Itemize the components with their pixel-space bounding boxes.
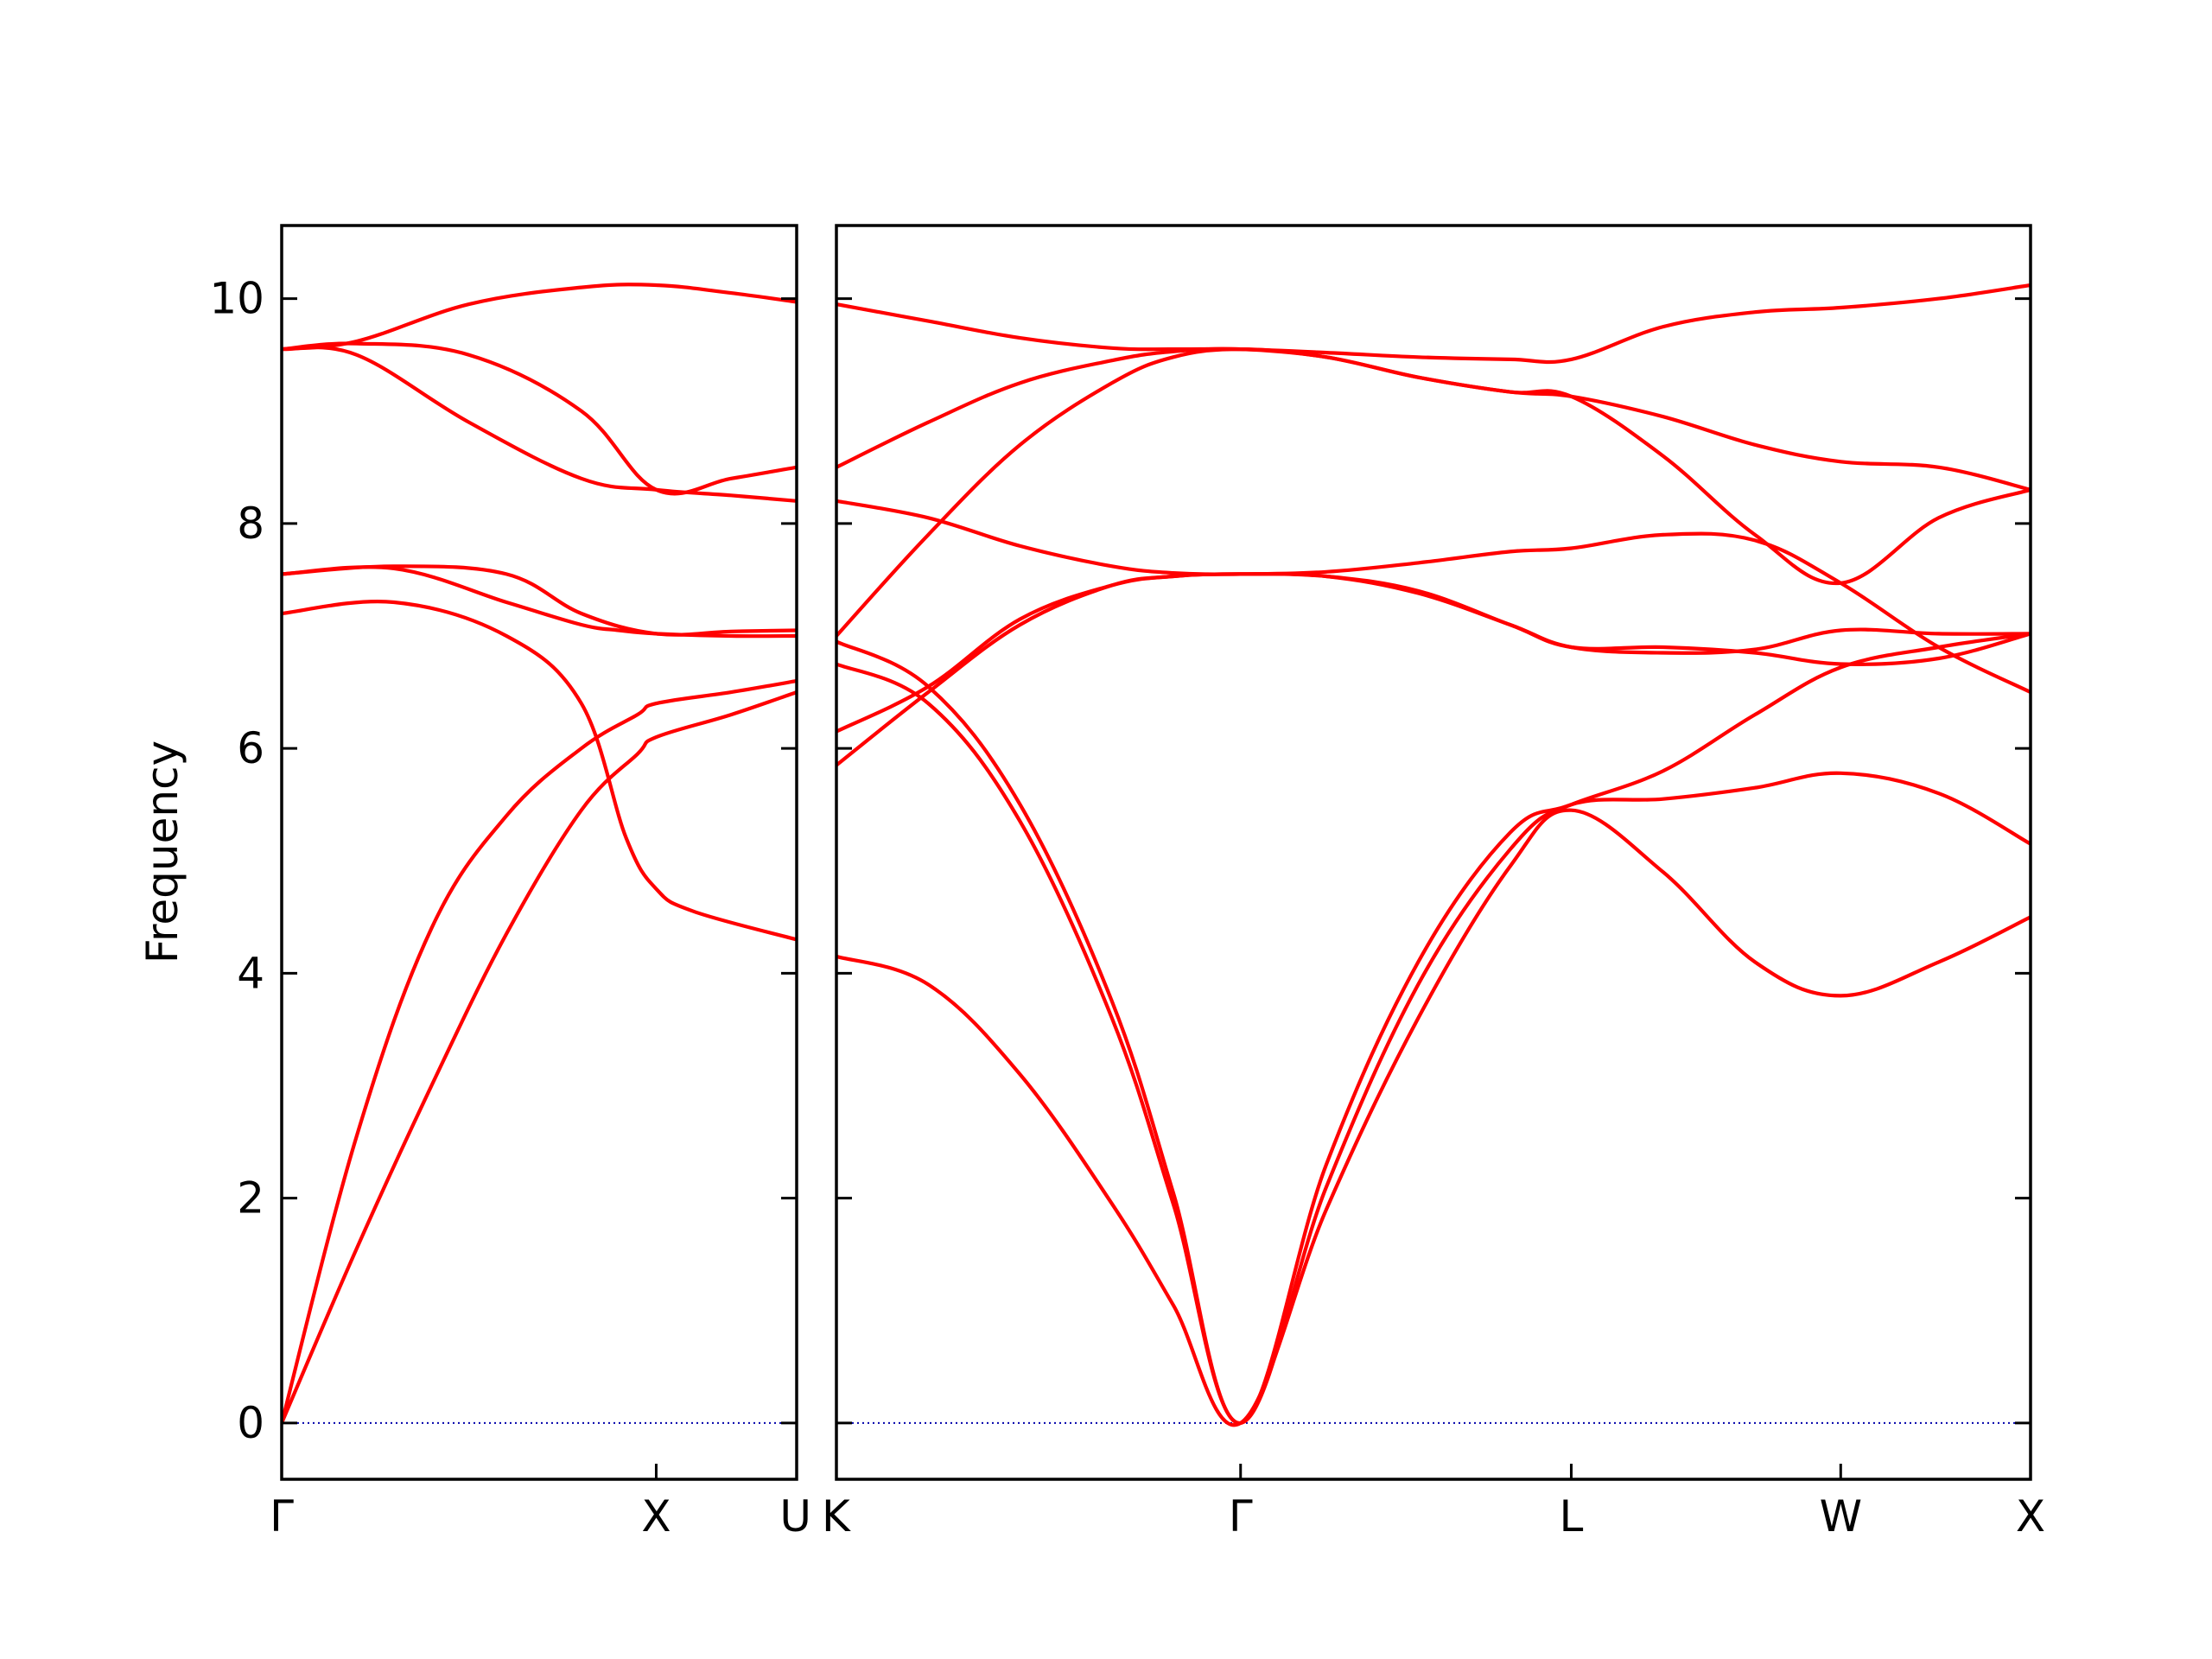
x-tick-label: X bbox=[2016, 1491, 2045, 1541]
band-2-3 bbox=[836, 632, 2031, 1425]
x-tick-label: L bbox=[1560, 1491, 1584, 1541]
band-1-7 bbox=[282, 283, 797, 352]
panel-frame bbox=[835, 224, 2032, 1481]
panel-1: 0 2 4 6 8 10 Γ X U bbox=[209, 224, 811, 1541]
band-1-8 bbox=[282, 341, 797, 496]
band-1-4 bbox=[282, 565, 797, 639]
band-1-6 bbox=[282, 346, 797, 503]
x-tick-label: K bbox=[822, 1491, 851, 1541]
x-tick-label: U bbox=[779, 1491, 811, 1541]
band-1-2 bbox=[282, 678, 797, 1425]
band-2-7 bbox=[836, 347, 2031, 639]
band-2-2 bbox=[836, 662, 2031, 1425]
band-2-4 bbox=[836, 572, 2031, 767]
y-tick-label: 6 bbox=[237, 723, 264, 773]
y-tick-label: 10 bbox=[209, 274, 264, 324]
y-axis-label: Frequency bbox=[137, 741, 188, 963]
y-tick-label: 8 bbox=[237, 499, 264, 549]
band-1-1 bbox=[282, 690, 797, 1425]
band-2-5 bbox=[836, 572, 2031, 734]
y-tick-label: 0 bbox=[237, 1398, 264, 1448]
band-2-1 bbox=[836, 808, 2031, 1427]
x-tick-label: Γ bbox=[1229, 1491, 1253, 1541]
plot-layer: 0 2 4 6 8 10 Γ X U K Γ L W X bbox=[209, 224, 2045, 1541]
panel-frame bbox=[280, 224, 798, 1481]
y-tick-label: 4 bbox=[237, 948, 264, 998]
band-1-3 bbox=[282, 600, 797, 942]
band-1-5 bbox=[282, 564, 797, 637]
x-tick-label: W bbox=[1820, 1491, 1862, 1541]
x-tick-label: X bbox=[641, 1491, 671, 1541]
y-tick-label: 2 bbox=[237, 1173, 264, 1224]
band-2-6 bbox=[836, 499, 2031, 695]
band-2-8 bbox=[836, 346, 2031, 492]
band-2-9 bbox=[836, 283, 2031, 365]
x-tick-label: Γ bbox=[270, 1491, 294, 1541]
